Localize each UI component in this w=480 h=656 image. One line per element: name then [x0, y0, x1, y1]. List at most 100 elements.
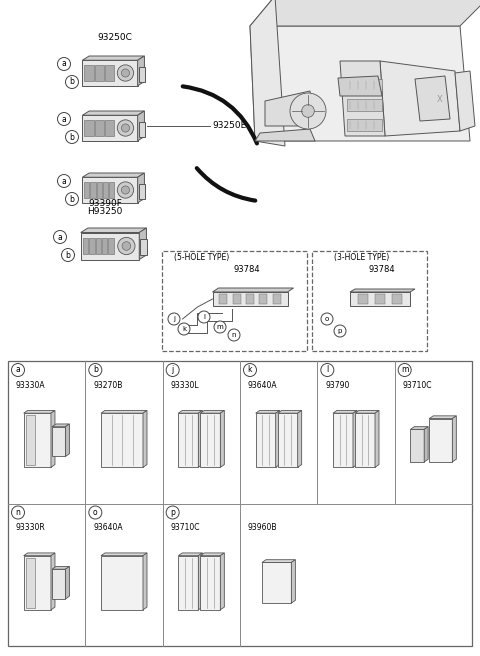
- Text: 93330L: 93330L: [171, 381, 199, 390]
- Text: j: j: [173, 316, 175, 322]
- Polygon shape: [138, 111, 144, 141]
- Polygon shape: [410, 430, 424, 462]
- Polygon shape: [139, 184, 145, 199]
- Polygon shape: [143, 553, 147, 610]
- Circle shape: [118, 237, 135, 255]
- Polygon shape: [276, 411, 280, 467]
- Circle shape: [302, 105, 314, 117]
- Polygon shape: [220, 411, 224, 467]
- Text: 93790: 93790: [325, 381, 350, 390]
- Polygon shape: [198, 553, 203, 610]
- Polygon shape: [139, 228, 146, 260]
- Polygon shape: [340, 61, 385, 136]
- Polygon shape: [250, 0, 285, 146]
- FancyBboxPatch shape: [246, 294, 254, 304]
- FancyBboxPatch shape: [358, 294, 368, 304]
- Polygon shape: [138, 173, 144, 203]
- FancyBboxPatch shape: [259, 294, 267, 304]
- Polygon shape: [333, 413, 353, 467]
- Circle shape: [117, 65, 133, 81]
- Polygon shape: [81, 228, 146, 232]
- Circle shape: [122, 241, 131, 251]
- Polygon shape: [291, 560, 295, 603]
- Polygon shape: [179, 556, 198, 610]
- Polygon shape: [65, 424, 70, 457]
- Text: 93960B: 93960B: [248, 523, 277, 533]
- Polygon shape: [429, 419, 452, 462]
- Circle shape: [214, 321, 226, 333]
- Polygon shape: [143, 411, 147, 467]
- Polygon shape: [52, 426, 65, 457]
- Polygon shape: [51, 411, 55, 467]
- Polygon shape: [101, 556, 143, 610]
- Polygon shape: [83, 111, 144, 115]
- FancyBboxPatch shape: [392, 294, 402, 304]
- Text: a: a: [61, 176, 66, 186]
- Circle shape: [166, 363, 179, 377]
- Polygon shape: [83, 173, 144, 177]
- Polygon shape: [424, 426, 428, 462]
- Polygon shape: [83, 60, 138, 86]
- Circle shape: [65, 192, 79, 205]
- Polygon shape: [256, 411, 280, 413]
- Text: 93710C: 93710C: [171, 523, 200, 533]
- Text: b: b: [66, 251, 71, 260]
- Text: b: b: [70, 194, 74, 203]
- Polygon shape: [24, 556, 51, 610]
- Polygon shape: [355, 411, 379, 413]
- Text: (3-HOLE TYPE): (3-HOLE TYPE): [335, 253, 390, 262]
- Polygon shape: [81, 232, 139, 260]
- Text: m: m: [216, 324, 223, 330]
- Polygon shape: [24, 411, 55, 413]
- Text: b: b: [93, 365, 98, 375]
- Text: 93784: 93784: [234, 265, 260, 274]
- Polygon shape: [250, 0, 480, 26]
- Polygon shape: [213, 292, 288, 306]
- Polygon shape: [138, 56, 144, 86]
- Polygon shape: [24, 553, 55, 556]
- Circle shape: [12, 363, 24, 377]
- Text: b: b: [70, 77, 74, 87]
- FancyBboxPatch shape: [312, 251, 427, 351]
- Circle shape: [168, 313, 180, 325]
- Text: m: m: [401, 365, 408, 375]
- Circle shape: [65, 75, 79, 89]
- Text: n: n: [232, 332, 236, 338]
- Polygon shape: [265, 91, 315, 126]
- FancyBboxPatch shape: [84, 66, 94, 81]
- FancyBboxPatch shape: [103, 182, 108, 197]
- Polygon shape: [353, 411, 357, 467]
- FancyBboxPatch shape: [162, 251, 307, 351]
- Polygon shape: [24, 413, 51, 467]
- Text: o: o: [325, 316, 329, 322]
- FancyBboxPatch shape: [102, 238, 108, 254]
- Polygon shape: [83, 115, 138, 141]
- Polygon shape: [139, 121, 145, 137]
- Text: 93250C: 93250C: [97, 33, 132, 42]
- Text: 93270B: 93270B: [93, 381, 123, 390]
- Text: o: o: [93, 508, 97, 517]
- Text: (5-HOLE TYPE): (5-HOLE TYPE): [174, 253, 229, 262]
- Polygon shape: [277, 413, 298, 467]
- Text: a: a: [16, 365, 20, 375]
- Polygon shape: [200, 556, 220, 610]
- Circle shape: [121, 186, 130, 194]
- Polygon shape: [140, 239, 147, 255]
- Polygon shape: [452, 416, 456, 462]
- FancyBboxPatch shape: [95, 120, 104, 136]
- Polygon shape: [213, 288, 293, 292]
- FancyBboxPatch shape: [25, 415, 35, 465]
- FancyBboxPatch shape: [25, 558, 35, 608]
- FancyBboxPatch shape: [96, 182, 102, 197]
- FancyBboxPatch shape: [347, 79, 382, 91]
- Text: 93330A: 93330A: [16, 381, 46, 390]
- Polygon shape: [101, 553, 147, 556]
- Circle shape: [321, 363, 334, 377]
- Polygon shape: [250, 26, 470, 141]
- Circle shape: [198, 311, 210, 323]
- Circle shape: [58, 174, 71, 188]
- Text: a: a: [61, 60, 66, 68]
- Polygon shape: [298, 411, 301, 467]
- FancyBboxPatch shape: [273, 294, 281, 304]
- Polygon shape: [52, 569, 65, 599]
